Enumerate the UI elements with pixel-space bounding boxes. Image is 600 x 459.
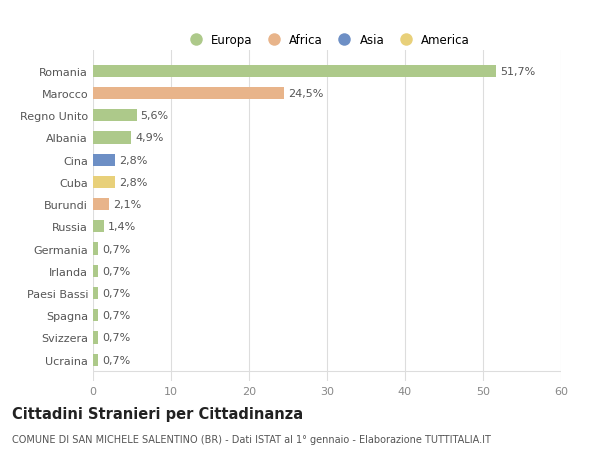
Bar	[93, 354, 98, 366]
Text: 0,7%: 0,7%	[103, 333, 131, 343]
Text: 1,4%: 1,4%	[108, 222, 136, 232]
Bar	[93, 243, 98, 255]
Text: 0,7%: 0,7%	[103, 311, 131, 320]
Bar	[93, 287, 98, 299]
Text: Cittadini Stranieri per Cittadinanza: Cittadini Stranieri per Cittadinanza	[12, 406, 303, 421]
Text: 24,5%: 24,5%	[288, 89, 323, 99]
Bar	[93, 132, 131, 144]
Text: 4,9%: 4,9%	[135, 133, 163, 143]
Bar	[93, 331, 98, 344]
Legend: Europa, Africa, Asia, America: Europa, Africa, Asia, America	[178, 28, 476, 53]
Text: 0,7%: 0,7%	[103, 288, 131, 298]
Text: 0,7%: 0,7%	[103, 266, 131, 276]
Bar	[93, 199, 109, 211]
Text: 51,7%: 51,7%	[500, 67, 535, 77]
Text: 2,1%: 2,1%	[113, 200, 142, 210]
Text: 0,7%: 0,7%	[103, 355, 131, 365]
Text: 0,7%: 0,7%	[103, 244, 131, 254]
Text: 5,6%: 5,6%	[140, 111, 169, 121]
Bar	[93, 176, 115, 189]
Bar	[93, 309, 98, 322]
Bar	[93, 265, 98, 277]
Bar	[93, 221, 104, 233]
Text: 2,8%: 2,8%	[119, 155, 147, 165]
Bar	[93, 66, 496, 78]
Bar	[93, 88, 284, 100]
Bar	[93, 154, 115, 167]
Text: COMUNE DI SAN MICHELE SALENTINO (BR) - Dati ISTAT al 1° gennaio - Elaborazione T: COMUNE DI SAN MICHELE SALENTINO (BR) - D…	[12, 434, 491, 444]
Text: 2,8%: 2,8%	[119, 178, 147, 187]
Bar	[93, 110, 137, 122]
